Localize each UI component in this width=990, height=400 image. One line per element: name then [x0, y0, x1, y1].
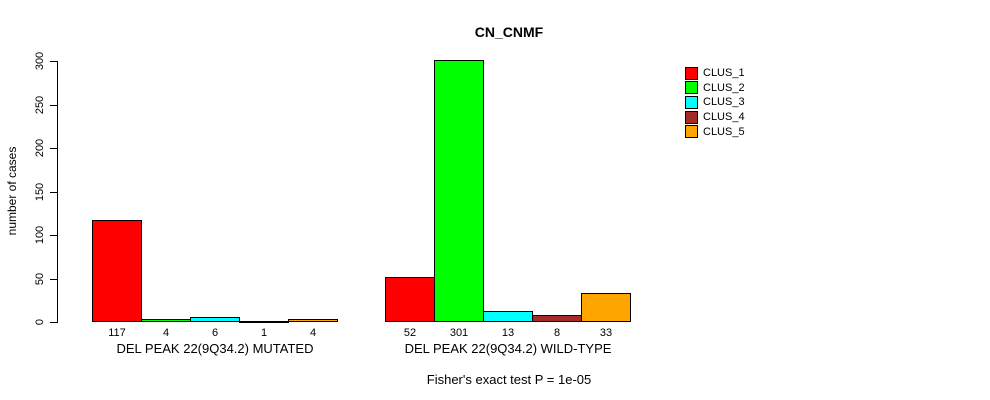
bar-value-label: 117: [108, 327, 126, 339]
legend-swatch-icon: [685, 81, 698, 95]
legend-swatch-icon: [685, 95, 698, 109]
bar-clus_4-group1: [239, 321, 289, 323]
chart-title: CN_CNMF: [474, 24, 544, 40]
bar-clus_2-group1: [141, 319, 191, 322]
y-tick-label: 300: [34, 51, 46, 71]
legend-label: CLUS_1: [703, 67, 745, 80]
bar-value-label: 4: [309, 327, 317, 339]
y-tick-label: 150: [34, 182, 46, 202]
bar-clus_5-group2: [581, 293, 631, 322]
y-tick-mark: [50, 192, 57, 193]
bar-clus_1-group2: [385, 277, 435, 322]
bar-clus_2-group2: [434, 60, 484, 322]
legend-item-clus_2: CLUS_2: [685, 81, 745, 96]
legend-swatch-icon: [685, 66, 698, 80]
bar-value-label: 52: [403, 327, 417, 339]
y-tick-mark: [50, 105, 57, 106]
y-tick-mark: [50, 148, 57, 149]
legend: CLUS_1 CLUS_2 CLUS_3 CLUS_4 CLUS_5: [685, 66, 745, 139]
legend-item-clus_1: CLUS_1: [685, 66, 745, 81]
y-tick-mark: [50, 279, 57, 280]
bar-value-label: 13: [501, 327, 515, 339]
bar-clus_3-group1: [190, 317, 240, 322]
legend-swatch-icon: [685, 125, 698, 139]
bar-clus_5-group1: [288, 319, 338, 322]
bar-clus_3-group2: [483, 311, 533, 322]
bar-clus_4-group2: [532, 315, 582, 322]
bar-value-label: 301: [449, 327, 469, 339]
bar-value-label: 1: [260, 327, 268, 339]
group-label: DEL PEAK 22(9Q34.2) MUTATED: [116, 341, 314, 356]
legend-item-clus_3: CLUS_3: [685, 95, 745, 110]
y-tick-mark: [50, 322, 57, 323]
bar-value-label: 8: [553, 327, 561, 339]
legend-item-clus_4: CLUS_4: [685, 110, 745, 125]
bar-value-label: 4: [162, 327, 170, 339]
legend-item-clus_5: CLUS_5: [685, 124, 745, 139]
y-tick-label: 0: [34, 318, 46, 326]
y-tick-mark: [50, 61, 57, 62]
footnote: Fisher's exact test P = 1e-05: [426, 372, 592, 387]
y-axis-line: [57, 61, 58, 323]
legend-label: CLUS_3: [703, 96, 745, 109]
y-tick-label: 50: [34, 272, 46, 286]
bar-value-label: 6: [211, 327, 219, 339]
legend-label: CLUS_2: [703, 81, 745, 94]
legend-label: CLUS_5: [703, 125, 745, 138]
bar-value-label: 33: [599, 327, 613, 339]
y-axis-label: number of cases: [5, 146, 19, 236]
group-label: DEL PEAK 22(9Q34.2) WILD-TYPE: [404, 341, 612, 356]
y-tick-mark: [50, 235, 57, 236]
y-tick-label: 250: [34, 95, 46, 115]
y-tick-label: 100: [34, 225, 46, 245]
bar-clus_1-group1: [92, 220, 142, 322]
legend-label: CLUS_4: [703, 111, 745, 124]
y-tick-label: 200: [34, 138, 46, 158]
legend-swatch-icon: [685, 110, 698, 124]
